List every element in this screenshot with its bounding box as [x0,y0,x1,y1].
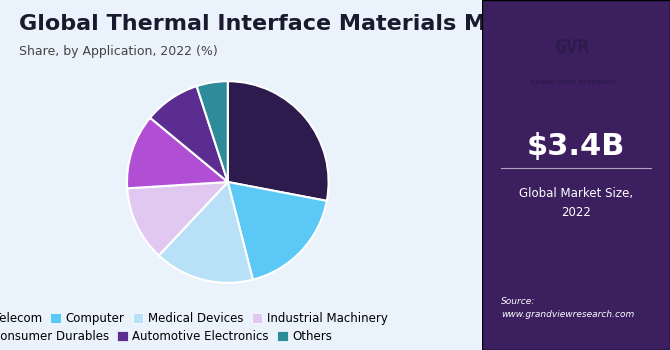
Text: Source:
www.grandviewresearch.com: Source: www.grandviewresearch.com [501,297,634,319]
Wedge shape [228,81,328,201]
Text: Global Thermal Interface Materials Market: Global Thermal Interface Materials Marke… [19,14,552,34]
Text: Global Market Size,
2022: Global Market Size, 2022 [519,188,633,218]
Wedge shape [127,182,228,256]
FancyBboxPatch shape [482,0,670,350]
Text: GVR: GVR [555,38,590,57]
Wedge shape [228,182,327,280]
Text: GRAND VIEW RESEARCH: GRAND VIEW RESEARCH [530,80,616,85]
Text: Share, by Application, 2022 (%): Share, by Application, 2022 (%) [19,46,218,58]
Legend: Consumer Durables, Automotive Electronics, Others: Consumer Durables, Automotive Electronic… [0,325,337,348]
Wedge shape [159,182,253,283]
Wedge shape [197,81,228,182]
Wedge shape [127,118,228,188]
Wedge shape [150,86,228,182]
Text: $3.4B: $3.4B [527,133,625,161]
